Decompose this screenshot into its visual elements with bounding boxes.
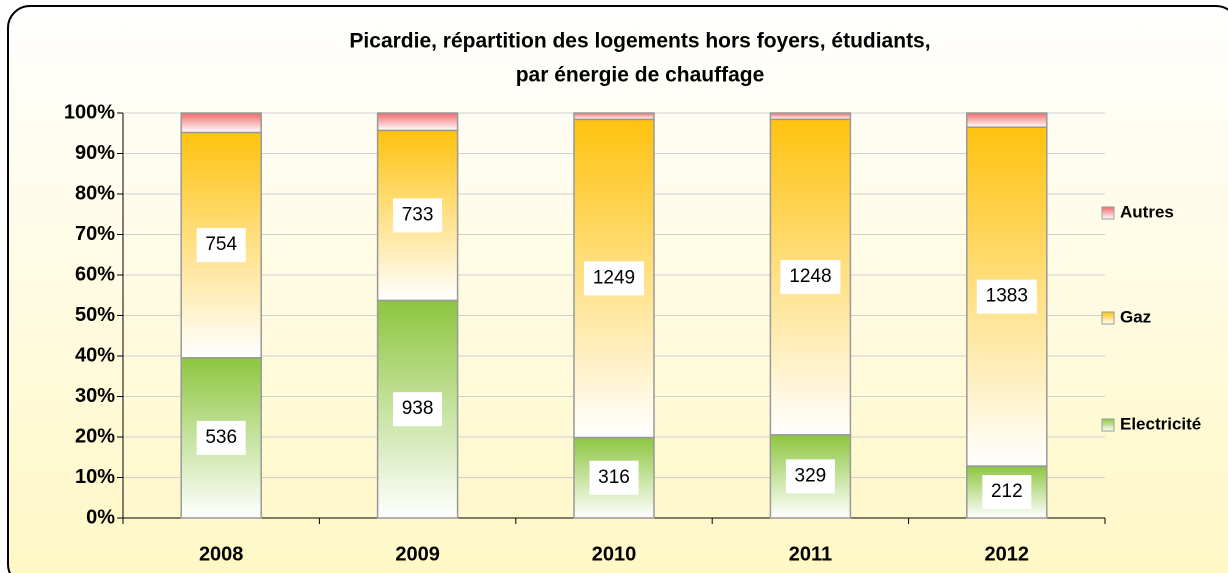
data-label-box bbox=[780, 260, 841, 295]
data-label-box bbox=[589, 460, 639, 495]
legend-swatch bbox=[1101, 311, 1115, 325]
data-label-box bbox=[584, 261, 644, 296]
data-label-box bbox=[196, 228, 246, 263]
data-label-box bbox=[196, 420, 246, 455]
data-label: 212 bbox=[991, 481, 1023, 502]
data-label: 938 bbox=[402, 398, 434, 419]
chart-title: par énergie de chauffage bbox=[516, 64, 765, 87]
data-label: 1249 bbox=[593, 267, 635, 288]
y-tick-label: 80% bbox=[75, 182, 115, 204]
y-tick-label: 60% bbox=[75, 263, 115, 285]
data-label-box bbox=[393, 392, 443, 427]
bar-segment bbox=[180, 112, 262, 134]
data-label: 1383 bbox=[986, 286, 1028, 307]
data-label: 733 bbox=[402, 204, 434, 225]
y-tick-label: 20% bbox=[75, 425, 115, 447]
legend-swatch bbox=[1101, 206, 1115, 220]
bar-segment bbox=[573, 112, 655, 121]
y-tick-label: 50% bbox=[75, 304, 115, 326]
y-tick-label: 100% bbox=[64, 101, 115, 123]
y-tick-label: 10% bbox=[75, 466, 115, 488]
data-label: 1248 bbox=[789, 266, 831, 287]
bar-segment bbox=[769, 112, 852, 121]
chart-title: Picardie, répartition des logements hors… bbox=[349, 30, 930, 53]
data-label: 316 bbox=[598, 467, 630, 488]
data-label: 536 bbox=[205, 427, 237, 448]
legend-label: Electricité bbox=[1120, 414, 1201, 433]
legend-label: Gaz bbox=[1120, 307, 1151, 326]
data-label: 329 bbox=[795, 465, 827, 486]
data-label: 754 bbox=[205, 234, 237, 255]
x-tick-label: 2009 bbox=[395, 543, 440, 565]
x-tick-label: 2008 bbox=[199, 543, 244, 565]
bar-segment bbox=[966, 112, 1048, 128]
y-tick-label: 30% bbox=[75, 385, 115, 407]
data-label-box bbox=[785, 459, 835, 494]
bar-segment bbox=[376, 112, 459, 132]
data-label-box bbox=[393, 198, 443, 233]
y-tick-label: 40% bbox=[75, 344, 115, 366]
legend-label: Autres bbox=[1120, 202, 1174, 221]
x-tick-label: 2010 bbox=[592, 543, 637, 565]
y-tick-label: 90% bbox=[75, 142, 115, 164]
y-tick-label: 0% bbox=[86, 506, 115, 528]
legend-swatch bbox=[1101, 418, 1115, 432]
data-label-box bbox=[976, 279, 1037, 314]
data-label-box bbox=[982, 475, 1032, 510]
y-tick-label: 70% bbox=[75, 223, 115, 245]
x-tick-label: 2011 bbox=[789, 543, 832, 565]
x-tick-label: 2012 bbox=[985, 543, 1030, 565]
